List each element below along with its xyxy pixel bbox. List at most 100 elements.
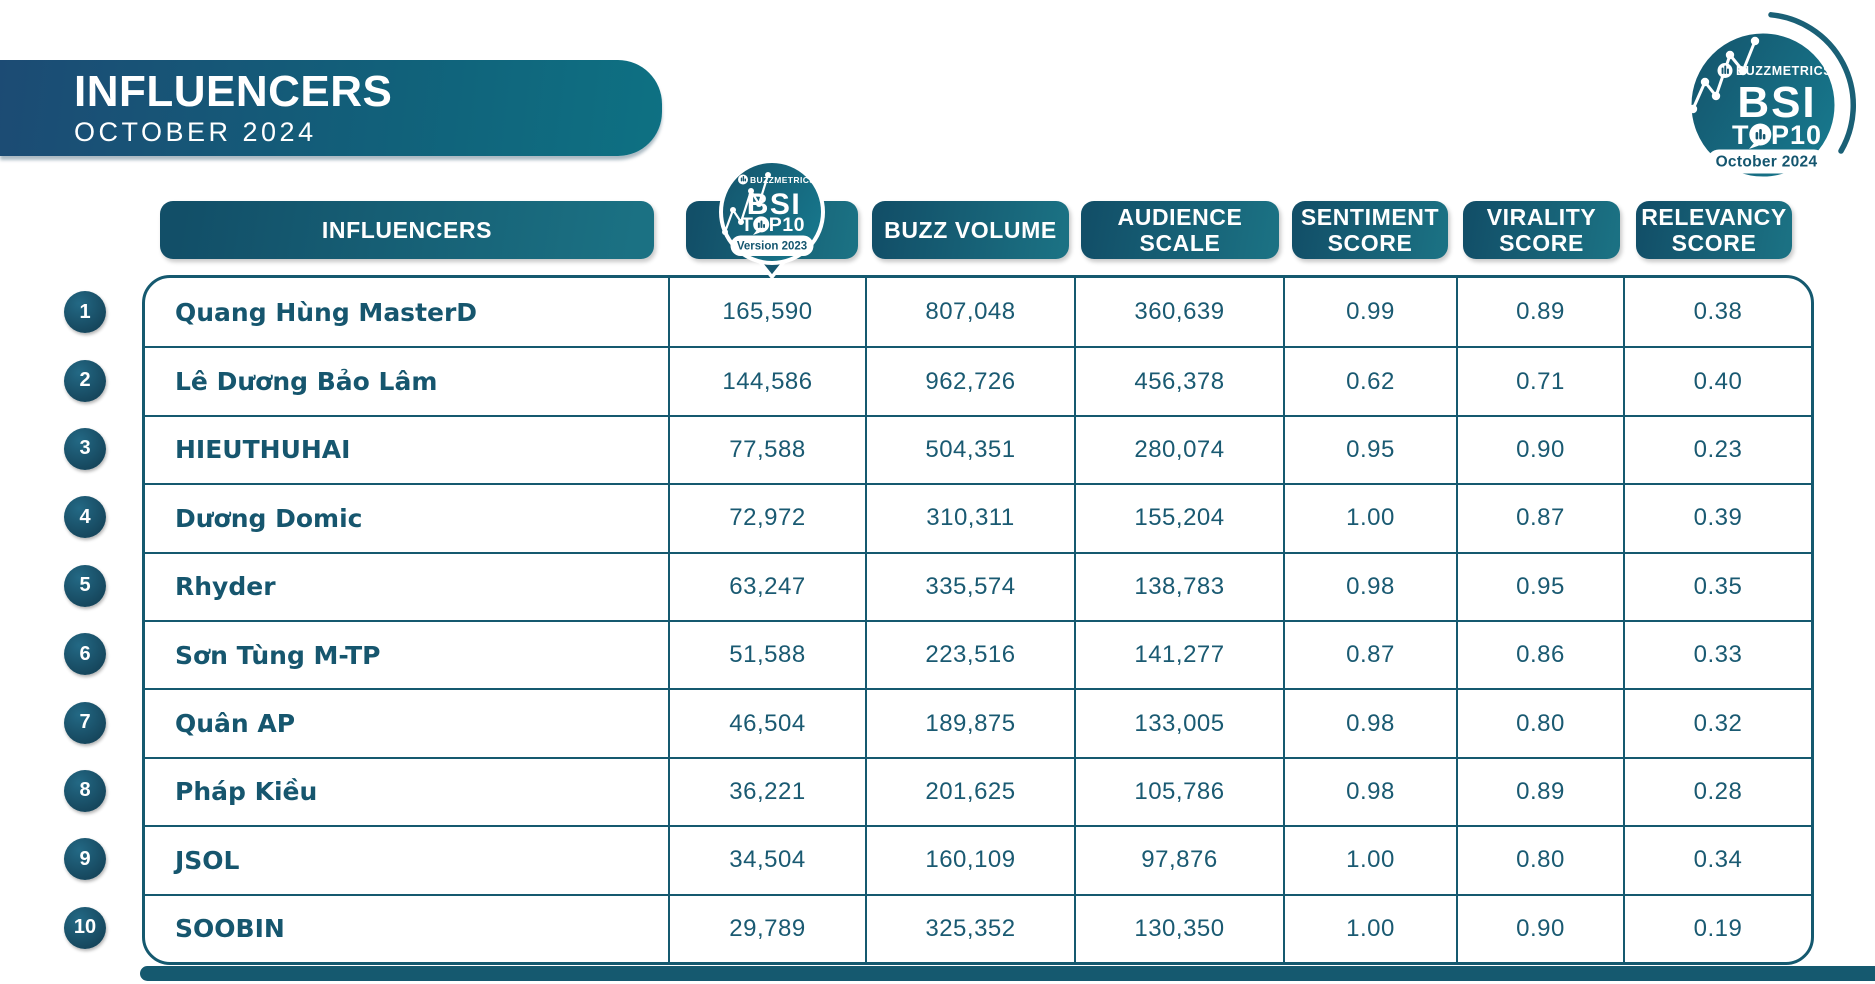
influencer-name-cell: Rhyder [175,572,276,602]
rank-number: 2 [79,369,91,392]
virality-score-cell: 0.80 [1456,690,1623,757]
bsi-score-cell: 144,586 [668,348,865,415]
buzz-volume-cell: 962,726 [865,348,1074,415]
table-row: SOOBIN 29,789 325,352 130,350 1.00 0.90 … [145,893,1811,962]
audience-scale-cell: 133,005 [1074,690,1283,757]
rank-number: 6 [79,642,91,665]
buzz-volume-cell: 189,875 [865,690,1074,757]
relevancy-score-cell: 0.23 [1623,416,1811,484]
influencer-name-cell: Dương Domic [175,503,363,533]
sentiment-score-cell: 0.98 [1283,690,1456,757]
virality-score-cell: 0.86 [1456,621,1623,689]
bsi-score-cell: 34,504 [668,827,865,894]
rank-column: 1 2 3 4 5 6 [64,278,106,962]
column-header-label: BUZZ VOLUME [884,217,1057,243]
buzz-volume-cell: 504,351 [865,416,1074,484]
rank-slot: 5 [64,552,106,620]
sentiment-score-cell: 0.95 [1283,416,1456,484]
column-header-sentiment-score: SENTIMENT SCORE [1292,201,1448,259]
buzz-volume-cell: 335,574 [865,553,1074,620]
column-header-label: SENTIMENT [1300,204,1440,230]
virality-score-cell: 0.89 [1456,758,1623,826]
column-header-label: VIRALITY [1486,204,1597,230]
bsi-score-cell: 51,588 [668,621,865,689]
audience-scale-cell: 141,277 [1074,621,1283,689]
table-row: Rhyder 63,247 335,574 138,783 0.98 0.95 … [145,551,1811,620]
influencer-name-cell: JSOL [175,845,240,875]
sentiment-score-cell: 0.98 [1283,553,1456,620]
virality-score-cell: 0.80 [1456,827,1623,894]
rank-number: 3 [79,437,91,460]
bsi-score-cell: 46,504 [668,690,865,757]
bsi-score-cell: 36,221 [668,758,865,826]
badge-bsi-text: BSI [1737,78,1816,127]
influencer-name-cell: Quang Hùng MasterD [175,297,478,327]
column-header-label: INFLUENCERS [321,217,493,243]
rank-slot: 4 [64,483,106,551]
buzz-volume-cell: 201,625 [865,758,1074,826]
bsi-score-cell: 77,588 [668,416,865,484]
rank-badge: 3 [64,427,106,470]
virality-score-cell: 0.90 [1456,895,1623,962]
badge-period-text: October 2024 [1716,154,1818,171]
buzz-volume-cell: 223,516 [865,621,1074,689]
audience-scale-cell: 130,350 [1074,895,1283,962]
chat-bubble-icon [1749,123,1772,149]
column-header-label: RELEVANCY [1641,204,1787,230]
rank-slot: 8 [64,757,106,825]
column-header-audience-scale: AUDIENCE SCALE [1081,201,1279,259]
footer-bar [140,966,1875,981]
bsi-top10-badge: BUZZMETRICS BSI TOP10 October 2024 [1686,12,1857,182]
relevancy-score-cell: 0.34 [1623,827,1811,894]
sentiment-score-cell: 1.00 [1283,827,1456,894]
badge-top10-text: TOP10 [1732,120,1822,150]
chat-bubble-icon [753,216,770,235]
table-row: Quang Hùng MasterD 165,590 807,048 360,6… [145,278,1811,347]
badge-brand-text: BUZZMETRICS [750,175,815,185]
badge-brand-text: BUZZMETRICS [1736,64,1832,78]
column-header-buzz-volume: BUZZ VOLUME [872,201,1069,259]
bsi-score-cell: 165,590 [668,278,865,347]
influencer-name-cell: SOOBIN [175,914,285,944]
audience-scale-cell: 138,783 [1074,553,1283,620]
rank-badge: 6 [64,633,106,676]
influencer-name-cell: Lê Dương Bảo Lâm [175,367,438,397]
sentiment-score-cell: 0.98 [1283,758,1456,826]
rank-number: 8 [79,779,91,802]
trend-line-icon [722,172,771,235]
badge-version-pill [730,235,814,256]
buzz-volume-cell: 160,109 [865,827,1074,894]
influencer-name-cell: Pháp Kiều [175,777,318,807]
relevancy-score-cell: 0.33 [1623,621,1811,689]
table-row: Dương Domic 72,972 310,311 155,204 1.00 … [145,483,1811,552]
table-row: JSOL 34,504 160,109 97,876 1.00 0.80 0.3… [145,825,1811,894]
table-row: Quân AP 46,504 189,875 133,005 0.98 0.80… [145,688,1811,757]
virality-score-cell: 0.90 [1456,416,1623,484]
bsi-score-cell: 29,789 [668,895,865,962]
rank-slot: 2 [64,346,106,414]
badge-top10-text: TOP10 [741,214,805,236]
rank-badge: 7 [64,701,106,744]
audience-scale-cell: 280,074 [1074,416,1283,484]
column-header-influencers: INFLUENCERS [160,201,654,259]
rank-badge: 4 [64,496,106,539]
title-banner: INFLUENCERS OCTOBER 2024 [0,60,662,156]
virality-score-cell: 0.95 [1456,553,1623,620]
column-header-relevancy-score: RELEVANCY SCORE [1636,201,1792,259]
relevancy-score-cell: 0.38 [1623,278,1811,347]
badge-bsi-text: BSI [747,188,802,221]
table-row: Lê Dương Bảo Lâm 144,586 962,726 456,378… [145,346,1811,415]
rank-number: 5 [79,574,91,597]
rank-badge: 10 [64,906,106,949]
audience-scale-cell: 155,204 [1074,485,1283,552]
rank-badge: 9 [64,838,106,881]
column-header-label: AUDIENCE [1117,204,1243,230]
bsi-version-badge: BUZZMETRICS BSI TOP10 Version 2023 [719,159,825,279]
buzz-volume-cell: 325,352 [865,895,1074,962]
table-row: HIEUTHUHAI 77,588 504,351 280,074 0.95 0… [145,414,1811,484]
badge-period-pill [1707,149,1826,174]
sentiment-score-cell: 1.00 [1283,895,1456,962]
rank-number: 4 [79,505,91,528]
rank-number: 9 [79,847,91,870]
rank-number: 10 [73,916,97,939]
